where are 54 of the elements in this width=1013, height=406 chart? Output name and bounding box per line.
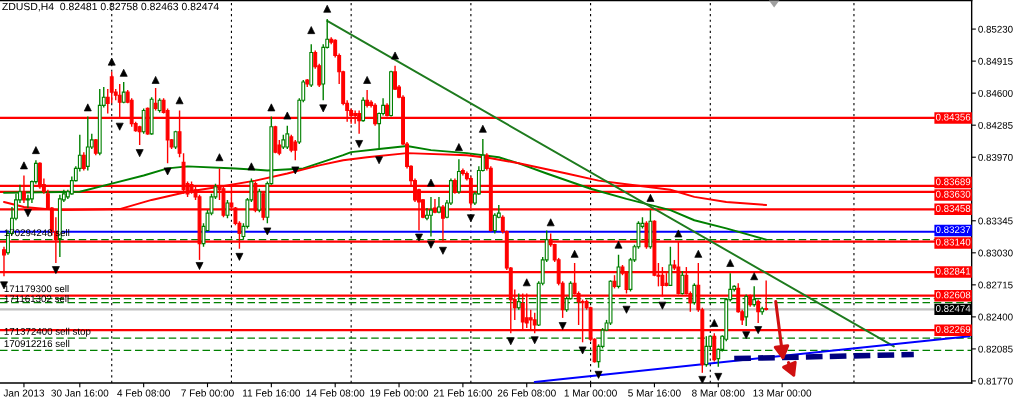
ref-line-label: 0.83237 <box>935 226 971 234</box>
candlestick <box>712 332 717 363</box>
ref-line-label: 171179300 sell <box>4 285 69 293</box>
y-tick-label: 0.83970 <box>978 153 1013 161</box>
candlestick <box>429 196 433 238</box>
ref-line-label: 0.82474 <box>935 305 971 312</box>
ref-line-label: 0.83630 <box>935 190 971 198</box>
y-tick-label: 0.83030 <box>978 249 1013 257</box>
ref-line-label: 0.83689 <box>935 178 971 186</box>
candlestick <box>668 246 673 287</box>
x-tick-label: 1 Mar 00:00 <box>564 389 617 397</box>
x-tick-label: 14 Feb 08:00 <box>306 389 365 397</box>
candlestick <box>257 188 262 213</box>
x-tick-label: 7 Feb 00:00 <box>181 389 234 397</box>
x-tick-label: 19 Feb 00:00 <box>370 389 429 397</box>
candlestick <box>153 87 158 112</box>
y-tick-label: 0.85230 <box>978 25 1013 33</box>
y-tick-label: 0.84915 <box>978 57 1013 65</box>
candlestick <box>616 254 621 290</box>
ref-line-label: 0.83140 <box>935 238 971 246</box>
candlestick <box>692 282 697 306</box>
y-tick-label: 0.84285 <box>978 121 1013 129</box>
ref-line-label: 0.84356 <box>935 113 971 121</box>
candlestick <box>492 212 497 235</box>
y-tick-label: 0.82715 <box>978 281 1013 289</box>
y-tick-label: 0.83345 <box>978 217 1013 225</box>
candlestick <box>109 71 114 105</box>
candlestick <box>680 270 685 296</box>
y-tick-label: 0.82400 <box>978 313 1013 321</box>
candlestick <box>225 199 230 219</box>
ref-line-label: 0.82608 <box>935 291 971 299</box>
x-tick-label: 5 Mar 16:00 <box>628 389 681 397</box>
candlestick <box>293 139 298 161</box>
y-tick-label: 0.82085 <box>978 345 1013 353</box>
y-tick-label: 0.81770 <box>978 377 1013 385</box>
x-tick-label: 30 Jan 16:00 <box>51 389 109 397</box>
y-tick-label: 0.84600 <box>978 89 1013 97</box>
ref-line-label: 0.82841 <box>935 267 971 275</box>
candlestick <box>285 124 290 150</box>
ref-line-label: 170912216 sell <box>4 339 70 348</box>
ref-line-label: 170294248 sell <box>4 229 70 237</box>
ref-line-label: 0.82269 <box>935 325 971 333</box>
candlestick <box>81 151 86 172</box>
x-tick-label: Jan 2013 <box>3 389 45 397</box>
x-tick-label: 8 Mar 08:00 <box>692 389 745 397</box>
x-tick-label: 21 Feb 16:00 <box>433 389 492 397</box>
x-tick-label: 4 Feb 08:00 <box>117 389 170 397</box>
x-tick-label: 26 Feb 08:00 <box>497 389 556 397</box>
x-tick-label: 13 Mar 00:00 <box>753 389 812 397</box>
x-tick-label: 11 Feb 16:00 <box>243 389 301 397</box>
candlestick <box>361 96 366 123</box>
chart-title: ZDUSD,H4 0.82481 0.82758 0.82463 0.82474 <box>2 2 219 12</box>
ref-line-label: 0.83458 <box>935 205 971 212</box>
candlestick <box>141 107 146 135</box>
